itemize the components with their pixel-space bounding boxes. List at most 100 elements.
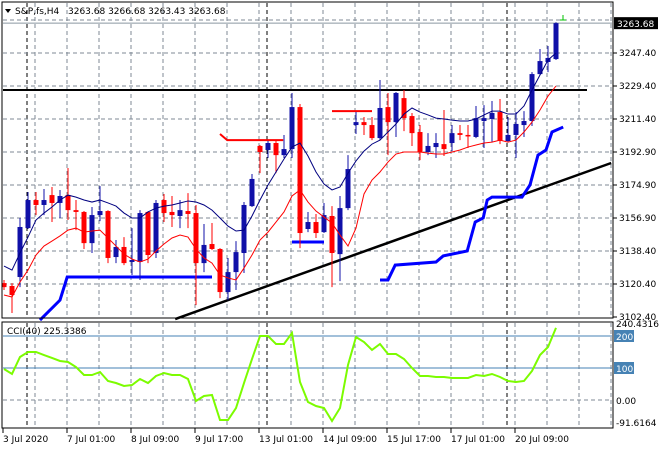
candle-body: [329, 215, 335, 254]
candle-body: [553, 23, 559, 60]
candle-body: [105, 211, 111, 258]
candle-body: [89, 215, 95, 244]
chart-header: S&P,fs,H4 3263.68 3266.68 3263.43 3263.6…: [5, 7, 226, 17]
candle: [361, 116, 367, 135]
ma-slow-line: [3, 85, 557, 298]
candle-body: [489, 112, 495, 119]
candle: [457, 125, 463, 141]
candle: [313, 213, 319, 238]
y-tick-label: 3211.40: [619, 115, 656, 125]
candle: [129, 228, 135, 276]
candle-body: [241, 204, 247, 254]
candle: [281, 134, 287, 159]
candle: [81, 211, 87, 249]
candle-body: [113, 246, 119, 258]
candle: [73, 200, 79, 231]
candle-body: [97, 211, 103, 216]
candle-body: [313, 222, 319, 234]
candle: [25, 191, 31, 229]
candle-body: [409, 116, 415, 134]
candle-body: [473, 118, 479, 137]
trendline: [174, 161, 612, 321]
red-level-segment: [219, 133, 284, 142]
candle: [441, 110, 447, 157]
candle: [553, 22, 559, 60]
candle-body: [273, 143, 279, 156]
current-price-box: [614, 17, 658, 30]
candle: [489, 101, 495, 143]
candle: [225, 257, 231, 301]
candle-body: [265, 143, 271, 150]
candle-body: [505, 134, 511, 141]
x-tick-label: 8 Jul 09:00: [131, 435, 180, 445]
ma-fast-line: [3, 52, 557, 271]
candle: [9, 283, 15, 313]
y-tick-label: 3102.40: [619, 313, 656, 323]
candle: [465, 125, 471, 148]
y-tick-label: 3192.90: [619, 148, 656, 158]
candle: [257, 145, 263, 174]
candles: [1, 15, 566, 313]
candle-body: [49, 195, 55, 203]
x-tick-label: 9 Jul 17:00: [195, 435, 244, 445]
y-tick-label: 3138.40: [619, 247, 656, 257]
candle-body: [529, 74, 535, 122]
y-tick-label: 3174.90: [619, 181, 656, 191]
candle: [505, 116, 511, 143]
candle-body: [25, 200, 31, 229]
ohlc-readout: 3263.68 3266.68 3263.43 3263.68: [68, 7, 226, 17]
candle-body: [513, 123, 519, 135]
current-price-label: 3263.68: [617, 20, 654, 30]
candle-body: [441, 144, 447, 150]
candle: [33, 191, 39, 216]
trailing-stop-line: [38, 275, 212, 322]
candle-body: [137, 213, 143, 262]
indicators: [3, 52, 557, 423]
candle: [393, 92, 399, 137]
candle: [529, 72, 535, 126]
candle-body: [337, 208, 343, 255]
candle-body: [121, 246, 127, 264]
candle: [417, 125, 423, 161]
candle-body: [153, 202, 159, 254]
x-tick-label: 13 Jul 01:00: [259, 435, 313, 445]
candle-body: [249, 178, 255, 207]
candle: [473, 105, 479, 139]
cci-200-box: [614, 330, 634, 342]
candle-body: [401, 98, 407, 119]
candle: [369, 116, 375, 141]
candle-body: [169, 211, 175, 216]
candle: [481, 105, 487, 148]
candle: [337, 195, 343, 282]
candle: [169, 195, 175, 227]
x-tick-label: 14 Jul 09:00: [323, 435, 377, 445]
cci-100-box: [614, 362, 634, 374]
x-tick-label: 3 Jul 2020: [3, 435, 48, 445]
candle: [97, 186, 103, 222]
y-tick-label: 3156.90: [619, 214, 656, 224]
candle-body: [73, 210, 79, 212]
candle: [145, 211, 151, 264]
candle-body: [417, 132, 423, 152]
candle: [249, 173, 255, 207]
candle-body: [449, 133, 455, 144]
candle: [449, 125, 455, 152]
candle: [193, 204, 199, 306]
candle: [273, 140, 279, 174]
candle-body: [377, 107, 383, 139]
candle: [289, 92, 295, 159]
candle-body: [257, 145, 263, 152]
candle: [1, 279, 7, 291]
dropdown-triangle-icon[interactable]: [5, 9, 11, 13]
cci-tick-label: 100: [616, 365, 633, 375]
candle: [65, 167, 71, 221]
candle: [41, 189, 47, 216]
candle: [345, 155, 351, 211]
candle-body: [217, 248, 223, 293]
candle: [241, 202, 247, 273]
candle-body: [129, 259, 135, 262]
candle-body: [433, 143, 439, 148]
candle: [57, 189, 63, 218]
candle: [353, 112, 359, 135]
